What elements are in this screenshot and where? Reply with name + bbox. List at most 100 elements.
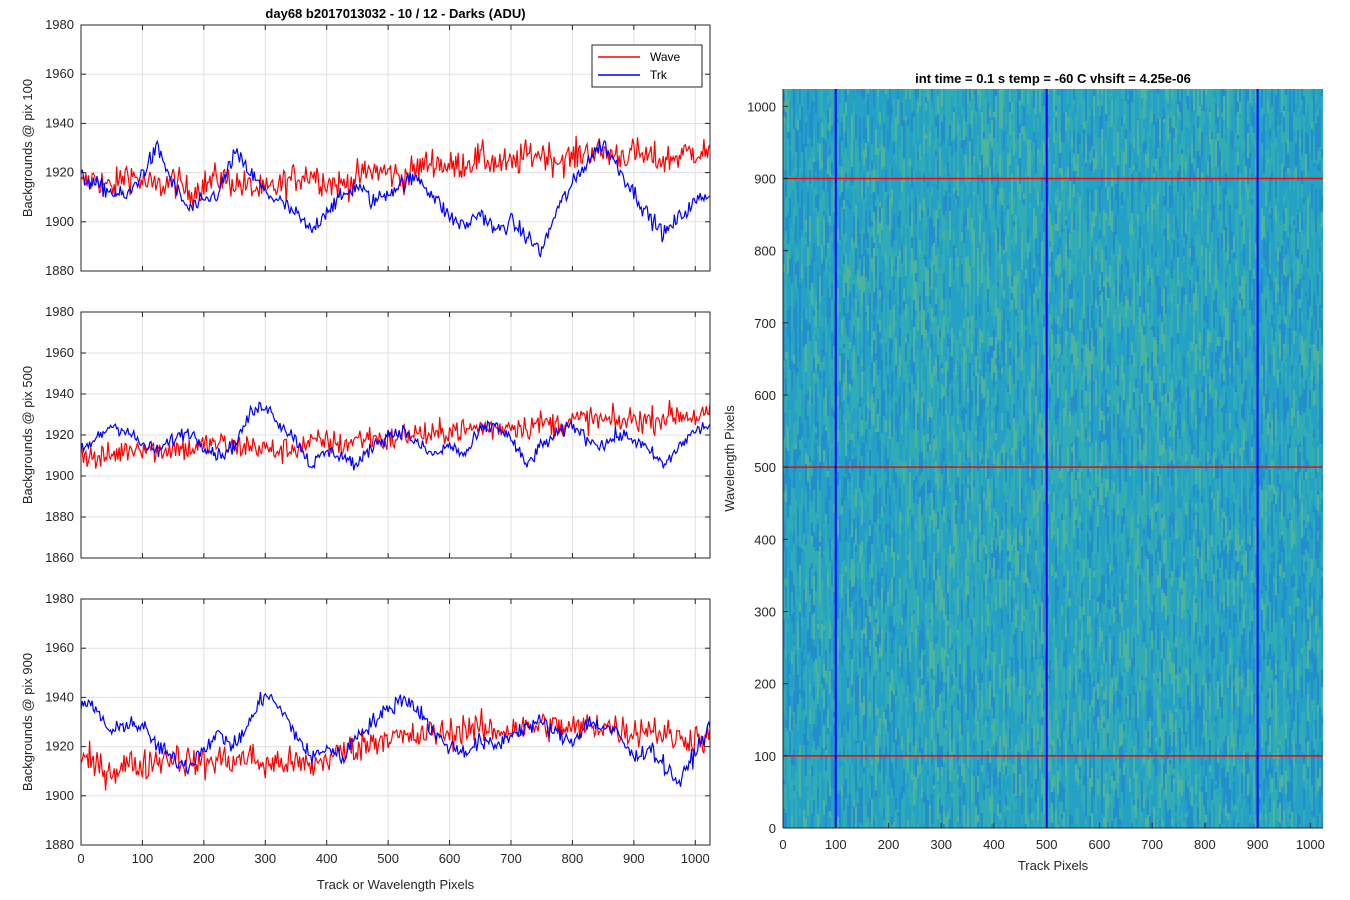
- heatmap-streak: [879, 125, 881, 142]
- heatmap-streak: [975, 760, 977, 770]
- heatmap-streak: [893, 626, 895, 641]
- heatmap-streak: [813, 310, 815, 316]
- heatmap-streak: [827, 471, 829, 477]
- heatmap-streak: [821, 656, 823, 676]
- heatmap-streak: [907, 333, 909, 343]
- heatmap-streak: [879, 338, 881, 346]
- heatmap-streak: [963, 559, 965, 566]
- heatmap-streak: [795, 584, 797, 603]
- heatmap-streak: [893, 501, 895, 528]
- heatmap-streak: [891, 491, 893, 520]
- heatmap-streak: [905, 409, 907, 421]
- heatmap-streak: [799, 362, 801, 389]
- heatmap-streak: [819, 199, 821, 224]
- heatmap-streak: [803, 309, 805, 331]
- heatmap-streak: [887, 759, 889, 779]
- heatmap-streak: [813, 800, 815, 807]
- heatmap-streak: [971, 826, 973, 828]
- heatmap-streak: [957, 694, 959, 710]
- heatmap-streak: [819, 170, 821, 199]
- heatmap-streak: [977, 815, 979, 822]
- heatmap-streak: [983, 168, 985, 179]
- heatmap-streak: [889, 279, 891, 284]
- heatmap-streak: [859, 506, 861, 527]
- heatmap-streak: [961, 542, 963, 571]
- heatmap-streak: [933, 395, 935, 409]
- heatmap-streak: [905, 756, 907, 761]
- heatmap-streak: [807, 310, 809, 322]
- heatmap-streak: [903, 506, 905, 526]
- heatmap-streak: [945, 429, 947, 438]
- heatmap-streak: [923, 733, 925, 742]
- heatmap-streak: [829, 402, 831, 418]
- y-axis-label: Backgrounds @ pix 100: [20, 79, 35, 217]
- heatmap-streak: [895, 637, 897, 655]
- heatmap-streak: [917, 749, 919, 766]
- heatmap-streak: [927, 338, 929, 343]
- heatmap-streak: [901, 277, 903, 305]
- heatmap-streak: [935, 450, 937, 461]
- heatmap-streak: [883, 808, 885, 820]
- heatmap-streak: [857, 444, 859, 471]
- heatmap-streak: [855, 311, 857, 337]
- heatmap-streak: [953, 678, 955, 685]
- heatmap-streak: [981, 486, 983, 511]
- heatmap-streak: [839, 197, 841, 212]
- heatmap-streak: [869, 640, 871, 652]
- heatmap-streak: [815, 631, 817, 647]
- heatmap-streak: [963, 442, 965, 463]
- heatmap-streak: [977, 792, 979, 815]
- heatmap-streak: [785, 484, 787, 490]
- heatmap-streak: [907, 343, 909, 364]
- heatmap-streak: [795, 243, 797, 247]
- heatmap-streak: [925, 460, 927, 479]
- heatmap-streak: [967, 317, 969, 335]
- heatmap-streak: [931, 289, 933, 302]
- heatmap-streak: [823, 689, 825, 709]
- heatmap-streak: [829, 155, 831, 171]
- heatmap-streak: [853, 312, 855, 326]
- heatmap-streak: [793, 156, 795, 168]
- heatmap-streak: [987, 578, 989, 604]
- heatmap-streak: [823, 581, 825, 596]
- heatmap-streak: [985, 554, 987, 574]
- heatmap-streak: [783, 780, 785, 785]
- heatmap-streak: [829, 671, 831, 694]
- heatmap-streak: [785, 784, 787, 813]
- heatmap-streak: [919, 630, 921, 659]
- heatmap-streak: [801, 669, 803, 698]
- heatmap-streak: [823, 631, 825, 647]
- heatmap-streak: [913, 89, 915, 105]
- heatmap-streak: [819, 530, 821, 542]
- heatmap-streak: [945, 410, 947, 415]
- heatmap-streak: [827, 728, 829, 734]
- heatmap-streak: [887, 251, 889, 276]
- heatmap-streak: [843, 414, 845, 418]
- heatmap-streak: [933, 552, 935, 580]
- heatmap-streak: [863, 496, 865, 523]
- heatmap-streak: [897, 698, 899, 712]
- heatmap-streak: [967, 767, 969, 774]
- heatmap-streak: [889, 722, 891, 750]
- heatmap-streak: [909, 332, 911, 359]
- heatmap-streak: [841, 573, 843, 598]
- heatmap-streak: [979, 295, 981, 304]
- heatmap-streak: [875, 619, 877, 623]
- heatmap-streak: [921, 210, 923, 218]
- heatmap-streak: [831, 332, 833, 352]
- heatmap-streak: [797, 488, 799, 495]
- heatmap-streak: [941, 697, 943, 701]
- heatmap-streak: [975, 296, 977, 304]
- heatmap-streak: [937, 664, 939, 682]
- heatmap-streak: [867, 366, 869, 375]
- heatmap-streak: [883, 696, 885, 712]
- heatmap-streak: [967, 476, 969, 484]
- heatmap-streak: [853, 563, 855, 586]
- heatmap-streak: [851, 613, 853, 639]
- heatmap-streak: [829, 383, 831, 402]
- heatmap-streak: [823, 163, 825, 187]
- heatmap-streak: [955, 436, 957, 454]
- heatmap-streak: [885, 652, 887, 679]
- heatmap-streak: [921, 545, 923, 555]
- heatmap-streak: [957, 416, 959, 424]
